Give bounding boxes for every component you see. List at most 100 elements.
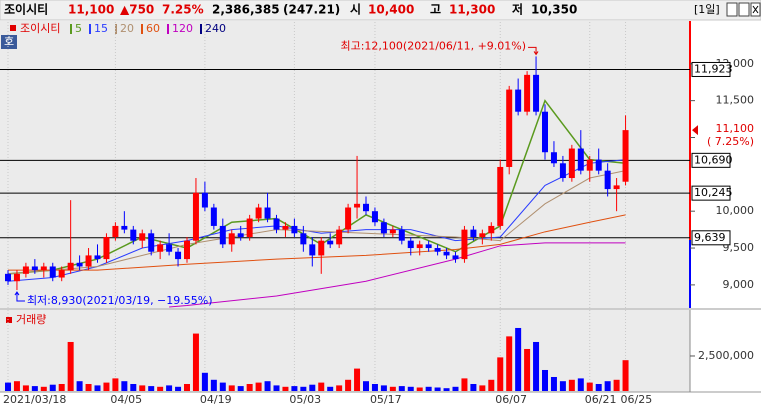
- volume-bar: [112, 378, 119, 391]
- x-tick-label: 05/03: [289, 393, 321, 406]
- candle-body: [184, 240, 190, 260]
- volume-bar: [461, 378, 468, 391]
- volume-bar: [121, 381, 128, 391]
- candle-body: [533, 74, 540, 112]
- candle-body: [380, 222, 387, 234]
- volume-bar: [237, 386, 244, 391]
- y-tick-label: 9,000: [723, 278, 755, 291]
- x-tick-label: 06/21: [585, 393, 617, 406]
- volume-bar: [228, 385, 235, 391]
- candle-body: [488, 225, 495, 234]
- volume-bar: [550, 376, 557, 391]
- candle-body: [282, 225, 289, 230]
- volume-bar: [363, 381, 369, 391]
- candle-body: [157, 244, 164, 252]
- volume-bar: [542, 369, 548, 391]
- candle-body: [22, 266, 29, 274]
- candle-body: [291, 225, 298, 234]
- candle-body: [542, 111, 548, 153]
- minimize-button[interactable]: [726, 2, 738, 17]
- candle-body: [121, 225, 128, 230]
- current-change: ( 7.25%): [707, 135, 754, 148]
- candle-body: [85, 255, 92, 267]
- volume-label: 거래량: [16, 313, 46, 326]
- legend-entry: 5: [75, 22, 82, 35]
- volume-bar: [13, 381, 20, 391]
- volume-bar: [5, 382, 11, 391]
- moving-average: [7, 170, 626, 275]
- candle-body: [300, 233, 307, 245]
- x-tick-label: 06/25: [621, 393, 653, 406]
- legend-entry: 240: [205, 22, 226, 35]
- candle-body: [49, 266, 56, 278]
- volume-bar: [345, 379, 352, 391]
- close-icon: [752, 5, 759, 14]
- candle-body: [398, 229, 405, 241]
- candle-body: [139, 233, 146, 241]
- candle-body: [354, 203, 361, 208]
- candle-body: [568, 148, 575, 179]
- volume-panel: [0, 310, 690, 392]
- candle-body: [479, 233, 486, 237]
- candle-body: [58, 270, 65, 278]
- candle-body: [389, 229, 396, 234]
- volume-bar: [586, 382, 593, 391]
- volume-bar: [246, 383, 253, 391]
- candle-body: [524, 74, 531, 112]
- candle-body: [434, 248, 441, 252]
- volume-bar: [94, 385, 101, 391]
- volume-bar: [488, 379, 495, 391]
- candle-body: [613, 185, 620, 190]
- candle-body: [201, 192, 208, 208]
- candle-body: [497, 166, 504, 226]
- volume-bar: [40, 386, 47, 391]
- level-label: 9,639: [694, 231, 726, 244]
- volume-bar: [398, 386, 405, 391]
- volume-bar: [559, 381, 566, 391]
- volume-bar: [380, 385, 387, 391]
- candle-body: [67, 262, 74, 271]
- candle-body: [586, 159, 593, 171]
- candle-body: [130, 229, 137, 241]
- legend-entry: 60: [146, 22, 160, 35]
- level-label: 10,690: [694, 153, 733, 166]
- header-bar: [0, 0, 761, 21]
- legend-button-label: 호: [4, 35, 14, 48]
- change: ▲750: [120, 3, 154, 17]
- candle-body: [192, 192, 199, 241]
- legend-entry: 15: [94, 22, 108, 35]
- volume-bar: [371, 383, 378, 391]
- candle-body: [255, 207, 262, 219]
- volume-bar: [595, 383, 602, 391]
- candle-body: [40, 266, 47, 271]
- level-box: [691, 230, 731, 246]
- legend-swatch: [115, 24, 117, 34]
- volume-bar: [103, 382, 110, 391]
- candle-body: [327, 240, 334, 245]
- candle-body: [264, 207, 271, 219]
- candle-body: [336, 229, 343, 245]
- volume-bar: [407, 386, 414, 391]
- candle-body: [112, 225, 119, 237]
- price-panel: [0, 21, 690, 308]
- volume: 2,386,385: [212, 3, 280, 17]
- volume-bar: [291, 386, 298, 391]
- maximize-button[interactable]: [738, 2, 750, 17]
- volume-bar: [389, 386, 396, 391]
- volume-bar: [336, 385, 343, 391]
- volume-bar: [434, 387, 441, 391]
- volume-bar: [577, 378, 584, 391]
- volume-bar: [166, 385, 173, 391]
- low-label: 저: [512, 2, 523, 17]
- x-tick-label: 04/05: [110, 393, 142, 406]
- volume-bar: [300, 386, 307, 391]
- period[interactable]: [1일]: [694, 2, 720, 16]
- volume-bar: [210, 379, 217, 391]
- volume-bar: [67, 341, 74, 391]
- candle-body: [515, 89, 522, 112]
- candle-body: [416, 244, 423, 249]
- open-label: 시: [350, 3, 361, 17]
- legend-button[interactable]: [1, 35, 17, 49]
- volume-bar: [470, 383, 477, 391]
- legend-entry: 120: [172, 22, 193, 35]
